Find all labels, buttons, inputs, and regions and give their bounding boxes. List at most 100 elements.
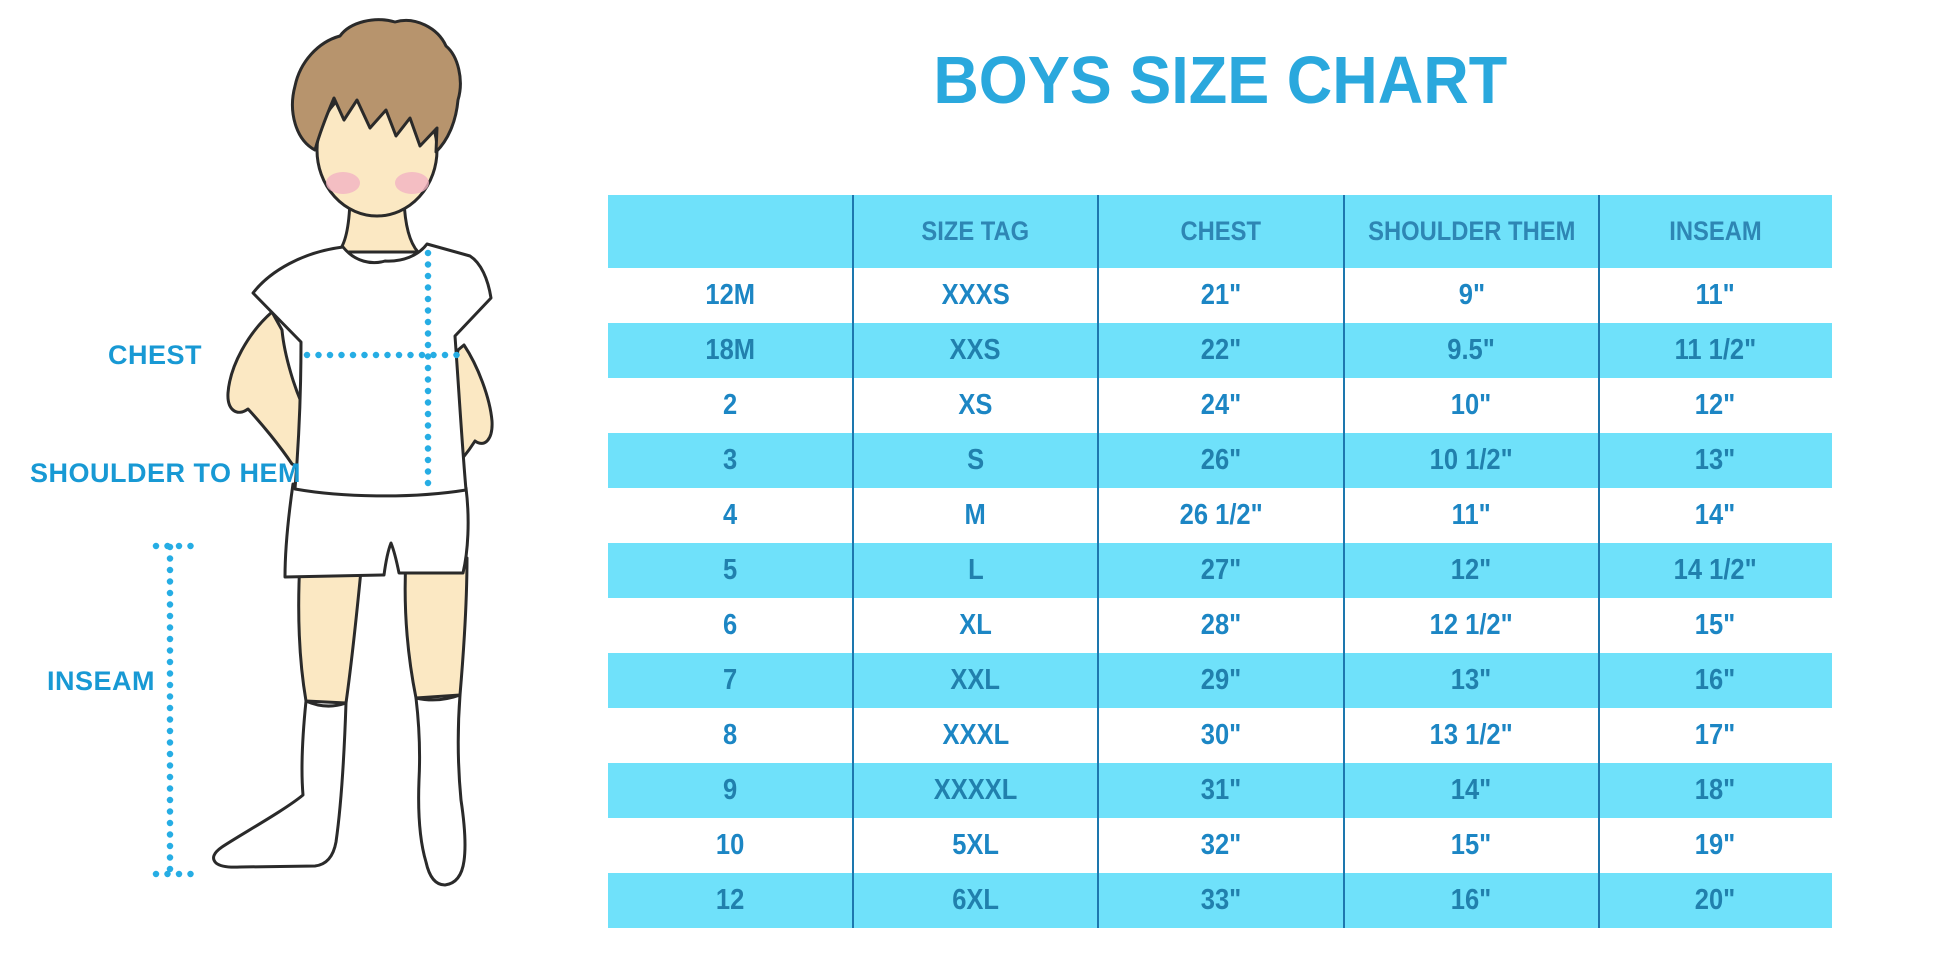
table-cell: 14": [1451, 774, 1492, 806]
table-cell: 12: [716, 884, 745, 916]
table-cell: 33": [1200, 884, 1242, 916]
table-cell: 17": [1695, 719, 1736, 751]
table-cell: 9": [1458, 279, 1485, 311]
table-cell: 6XL: [952, 884, 999, 916]
table-row: 7 XXL 29" 13" 16": [608, 653, 1832, 708]
table-cell: 26 1/2": [1179, 499, 1263, 531]
table-cell: 28": [1200, 609, 1242, 641]
table-cell: 15": [1451, 829, 1492, 861]
table-header-cell: CHEST: [1180, 216, 1262, 246]
boy-right-cheek: [395, 172, 429, 194]
table-header-cell: INSEAM: [1669, 216, 1762, 246]
chest-label: CHEST: [108, 340, 203, 370]
table-cell: 7: [723, 664, 738, 696]
table-cell: XXL: [950, 664, 1001, 696]
column-separator: [1343, 195, 1345, 928]
table-cell: XXXS: [941, 279, 1010, 311]
table-cell: 19": [1695, 829, 1736, 861]
page-title-text: BOYS SIZE CHART: [933, 43, 1507, 118]
boy-illustration: [152, 18, 494, 887]
table-cell: 18": [1695, 774, 1736, 806]
table-row: 12M XXXS 21" 9" 11": [608, 268, 1832, 323]
table-header-row: SIZE TAG CHEST SHOULDER THEM INSEAM: [608, 195, 1832, 268]
table-row: 12 6XL 33" 16" 20": [608, 873, 1832, 928]
page-title: BOYS SIZE CHART: [608, 42, 1832, 119]
table-cell: 24": [1200, 389, 1242, 421]
table-cell: 10: [716, 829, 745, 861]
table-cell: 16": [1695, 664, 1736, 696]
column-separator: [1598, 195, 1600, 928]
boy-left-sock: [212, 699, 348, 869]
table-cell: XXXL: [942, 719, 1009, 751]
table-row: 8 XXXL 30" 13 1/2" 17": [608, 708, 1832, 763]
shoulder-to-hem-label: SHOULDER TO HEM: [30, 458, 302, 488]
size-table: SIZE TAG CHEST SHOULDER THEM INSEAM 12M X…: [608, 195, 1832, 928]
table-cell: 15": [1695, 609, 1736, 641]
table-cell: 14": [1695, 499, 1736, 531]
table-row: 2 XS 24" 10" 12": [608, 378, 1832, 433]
table-cell: 18M: [705, 334, 756, 366]
boy-shirt: [251, 242, 493, 498]
table-body: 12M XXXS 21" 9" 11" 18M XXS 22" 9.5" 11 1/2" 2 XS 24…: [608, 268, 1832, 928]
table-row: 6 XL 28" 12 1/2" 15": [608, 598, 1832, 653]
column-separator: [852, 195, 854, 928]
table-cell: 11": [1695, 279, 1736, 311]
table-cell: 5XL: [952, 829, 999, 861]
column-separator: [1097, 195, 1099, 928]
table-header-cell: SHOULDER THEM: [1367, 216, 1576, 246]
table-cell: 16": [1451, 884, 1492, 916]
table-cell: 2: [723, 389, 738, 421]
table-cell: 29": [1200, 664, 1242, 696]
table-cell: XS: [958, 389, 993, 421]
boy-hair: [291, 18, 462, 154]
table-cell: 22": [1200, 334, 1242, 366]
table-cell: 10 1/2": [1429, 444, 1514, 476]
table-row: 18M XXS 22" 9.5" 11 1/2": [608, 323, 1832, 378]
table-cell: 14 1/2": [1673, 554, 1758, 586]
table-cell: 20": [1695, 884, 1736, 916]
table-header-cell: SIZE TAG: [921, 216, 1030, 246]
boy-left-cheek: [326, 172, 360, 194]
table-row: 3 S 26" 10 1/2" 13": [608, 433, 1832, 488]
table-cell: 12": [1451, 554, 1492, 586]
table-cell: 12": [1695, 389, 1736, 421]
table-cell: 4: [723, 499, 738, 531]
table-header-cell: [608, 195, 853, 268]
table-row: 9 XXXXL 31" 14" 18": [608, 763, 1832, 818]
boy-shorts: [283, 482, 470, 579]
table-cell: S: [966, 444, 985, 476]
boy-right-sock: [414, 693, 467, 887]
table-cell: 13": [1451, 664, 1492, 696]
boy-right-leg: [403, 556, 469, 700]
table-cell: 31": [1200, 774, 1242, 806]
table-cell: 12M: [705, 279, 756, 311]
table-cell: 30": [1200, 719, 1242, 751]
table-cell: 21": [1200, 279, 1242, 311]
table-cell: 13 1/2": [1429, 719, 1514, 751]
boy-left-leg: [297, 558, 364, 705]
table-cell: 8: [723, 719, 738, 751]
table-cell: 26": [1200, 444, 1242, 476]
table-cell: M: [964, 499, 987, 531]
table-cell: XXS: [949, 334, 1002, 366]
table-cell: 13": [1695, 444, 1736, 476]
table-cell: 11": [1451, 499, 1492, 531]
table-cell: 32": [1200, 829, 1242, 861]
table-cell: 10": [1451, 389, 1492, 421]
table-row: 5 L 27" 12" 14 1/2": [608, 543, 1832, 598]
table-cell: 27": [1200, 554, 1242, 586]
table-row: 4 M 26 1/2" 11" 14": [608, 488, 1832, 543]
table-cell: XL: [959, 609, 992, 641]
table-cell: 9: [723, 774, 738, 806]
table-cell: 5: [723, 554, 738, 586]
table-cell: 9.5": [1447, 334, 1496, 366]
table-cell: L: [967, 554, 984, 586]
table-cell: 3: [723, 444, 738, 476]
table-cell: XXXXL: [933, 774, 1018, 806]
table-cell: 12 1/2": [1429, 609, 1514, 641]
table-cell: 11 1/2": [1674, 334, 1757, 366]
table-cell: 6: [723, 609, 738, 641]
table-row: 10 5XL 32" 15" 19": [608, 818, 1832, 873]
inseam-label: INSEAM: [47, 666, 156, 696]
